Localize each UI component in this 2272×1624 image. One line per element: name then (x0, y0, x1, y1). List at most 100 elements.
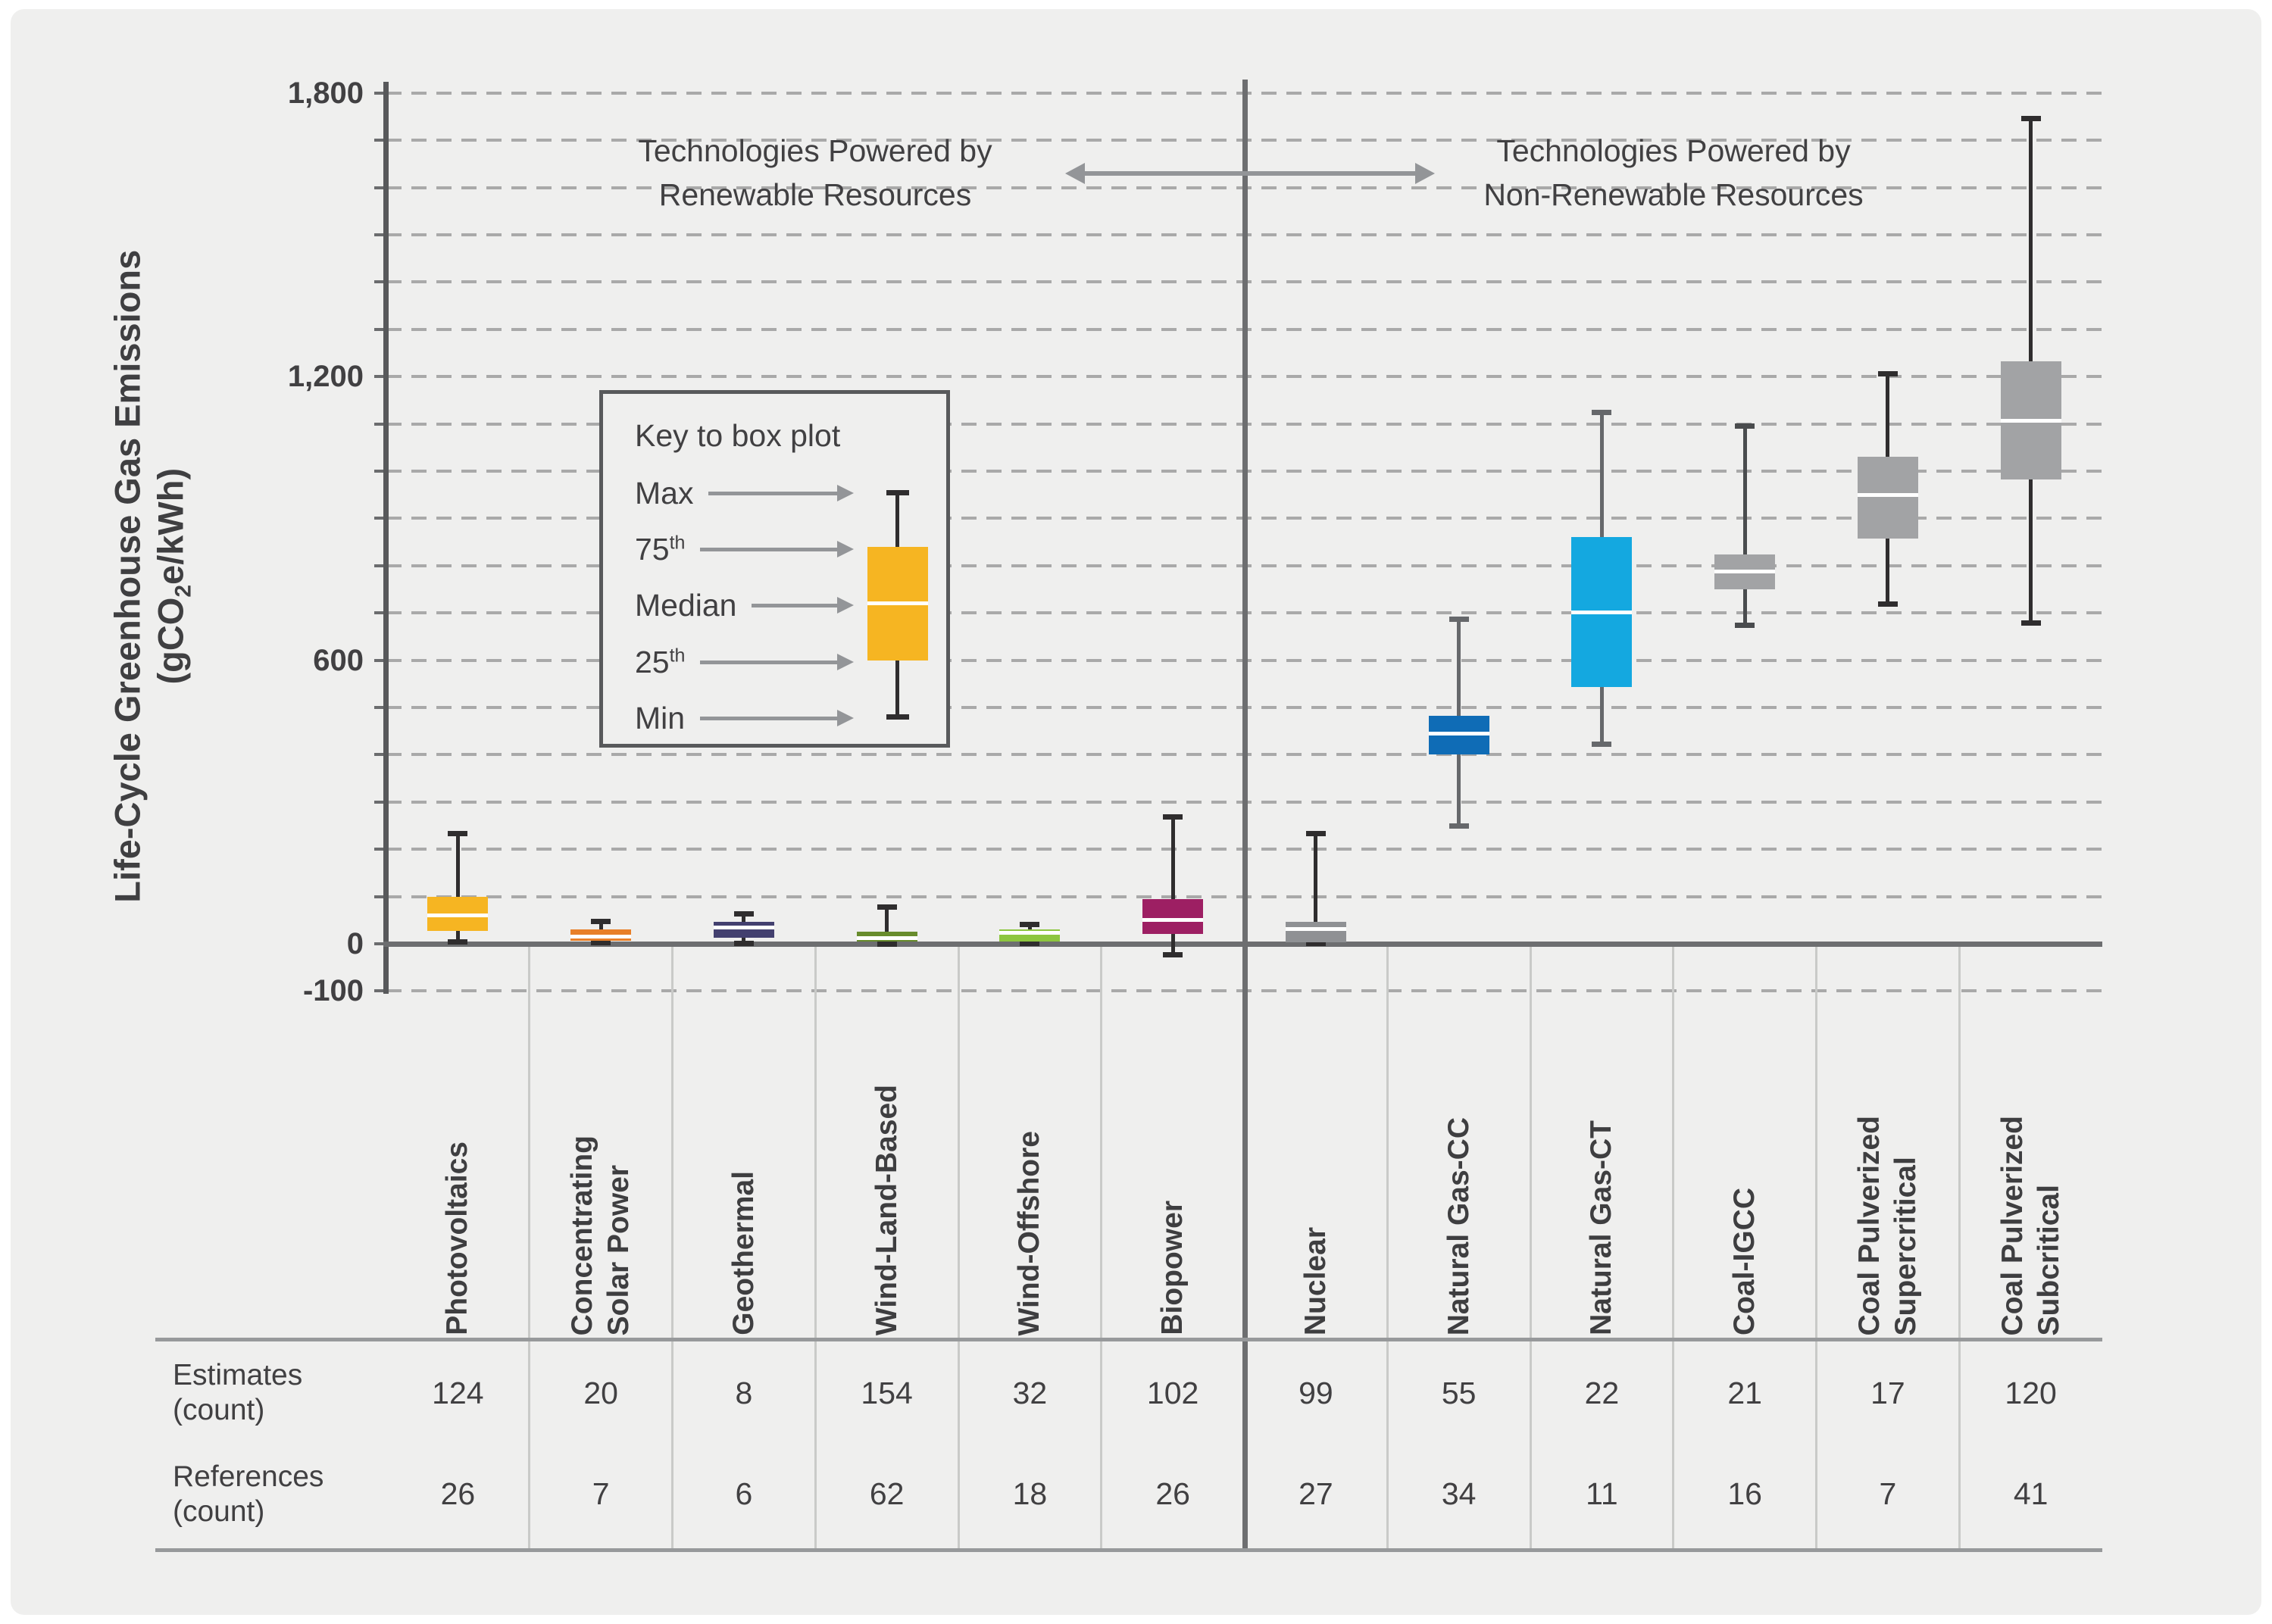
column-separator-3 (814, 947, 817, 1548)
legend-item-75: 75th (635, 530, 855, 568)
category-label-wrap-coal-pulverized-subcritical: Coal Pulverized Subcritical (1974, 996, 2088, 1335)
table-row-label-estimates: Estimates (count) (173, 1359, 303, 1426)
wind-offshore-min-cap (1020, 941, 1040, 947)
column-separator-1 (528, 947, 531, 1548)
photovoltaics-min-cap (448, 938, 468, 945)
table-references-coal-igcc: 16 (1727, 1476, 1762, 1511)
legend-arrowhead-2 (837, 596, 854, 614)
coal-igcc-whisker-line (1742, 426, 1747, 625)
y-tick-400 (374, 753, 386, 757)
legend-arrow-4 (700, 709, 854, 726)
coal-pulverized-supercritical-iqr-box (1857, 457, 1918, 539)
group-span-arrow-right-head (1415, 163, 1435, 184)
coal-pulverized-subcritical-min-cap (2020, 620, 2041, 626)
y-tick-1700 (374, 139, 386, 142)
group-span-arrow-left-head (1065, 163, 1085, 184)
legend-arrowhead-1 (837, 540, 854, 557)
y-tick-0 (374, 942, 386, 945)
category-label-wrap-wind-land-based: Wind-Land-Based (830, 996, 944, 1335)
category-label-wrap-natural-gas-ct: Natural Gas-CT (1545, 996, 1658, 1335)
legend-sample-median (867, 601, 928, 605)
group-span-arrow-line (1085, 171, 1417, 176)
table-estimates-wind-offshore: 32 (1012, 1375, 1048, 1410)
table-references-photovoltaics: 26 (440, 1476, 476, 1511)
table-references-wind-land-based: 62 (869, 1476, 905, 1511)
y-tick-1100 (374, 422, 386, 426)
column-separator-11 (1958, 947, 1961, 1548)
wind-land-based-max-cap (877, 904, 897, 910)
legend-arrowhead-3 (837, 653, 854, 670)
table-estimates-geothermal: 8 (735, 1375, 753, 1410)
table-estimates-natural-gas-ct: 22 (1584, 1375, 1620, 1410)
legend-item-label: 75th (635, 531, 686, 567)
y-axis-line (383, 82, 389, 994)
subscript-2: 2 (170, 584, 196, 598)
category-label-wrap-natural-gas-cc: Natural Gas-CC (1402, 996, 1516, 1335)
y-tick-1200 (374, 375, 386, 379)
annotation-renewable: Technologies Powered by Renewable Resour… (638, 133, 992, 212)
coal-igcc-median-line (1714, 569, 1776, 573)
category-label-wrap-photovoltaics: Photovoltaics (401, 996, 514, 1335)
table-references-biopower: 26 (1155, 1476, 1190, 1511)
category-label-geothermal: Geothermal (727, 1171, 760, 1335)
nuclear-whisker-line (1314, 834, 1318, 944)
y-axis-title-line1: Life-Cycle Greenhouse Gas Emissions (107, 249, 148, 903)
table-references-coal-pulverized-supercritical: 7 (1879, 1476, 1897, 1511)
y-tick-1400 (374, 280, 386, 284)
geothermal-min-cap (733, 940, 754, 946)
table-references-natural-gas-ct: 11 (1586, 1476, 1618, 1511)
legend-item-min: Min (635, 699, 855, 737)
column-separator-2 (671, 947, 673, 1548)
column-separator-5 (1100, 947, 1103, 1548)
table-references-wind-offshore: 18 (1012, 1476, 1048, 1511)
table-estimates-nuclear: 99 (1299, 1375, 1333, 1410)
category-label-concentrating-solar-power: Concentrating Solar Power (566, 1135, 636, 1335)
category-label-natural-gas-ct: Natural Gas-CT (1585, 1120, 1618, 1335)
table-estimates-coal-pulverized-supercritical: 17 (1870, 1375, 1905, 1410)
column-separator-7 (1386, 947, 1389, 1548)
table-estimates-biopower: 102 (1146, 1375, 1199, 1410)
geothermal-max-cap (733, 910, 754, 917)
legend-sample-min-cap (886, 714, 909, 720)
y-tick-1000 (374, 470, 386, 473)
table-top-border (155, 1338, 2102, 1341)
category-label-biopower: Biopower (1156, 1201, 1189, 1335)
biopower-max-cap (1163, 814, 1183, 820)
y-tick-900 (374, 517, 386, 520)
category-label-wrap-nuclear: Nuclear (1259, 996, 1373, 1335)
legend-item-label: Max (635, 475, 694, 511)
table-references-concentrating-solar-power: 7 (592, 1476, 610, 1511)
y-tick-1600 (374, 186, 386, 189)
concentrating-solar-power-max-cap (591, 919, 611, 925)
coal-pulverized-supercritical-max-cap (1877, 371, 1898, 377)
nuclear-median-line (1285, 926, 1346, 931)
category-label-wind-land-based: Wind-Land-Based (870, 1084, 903, 1335)
table-estimates-wind-land-based: 154 (861, 1375, 913, 1410)
geothermal-median-line (713, 926, 774, 930)
y-tick-label-0: 0 (346, 927, 364, 960)
photovoltaics-whisker-line (455, 834, 460, 942)
renewable-nonrenewable-divider (1242, 80, 1248, 1550)
category-label-wrap-wind-offshore: Wind-Offshore (973, 996, 1086, 1335)
wind-land-based-min-cap (877, 942, 897, 947)
wind-land-based-whisker-line (885, 907, 889, 944)
legend-arrowhead-0 (837, 484, 854, 501)
y-tick-label-600: 600 (313, 643, 364, 677)
legend-item-label: Min (635, 700, 686, 735)
concentrating-solar-power-median-line (570, 935, 632, 939)
category-label-coal-pulverized-supercritical: Coal Pulverized Supercritical (1852, 1115, 1922, 1335)
legend-arrow-1 (700, 540, 854, 557)
table-references-nuclear: 27 (1299, 1476, 1333, 1511)
legend-item-25: 25th (635, 643, 855, 681)
category-label-wrap-coal-igcc: Coal-IGCC (1688, 996, 1802, 1335)
photovoltaics-median-line (427, 914, 489, 918)
y-tick-600 (374, 658, 386, 662)
y-tick-label-1200: 1,200 (287, 360, 364, 394)
y-tick-200 (374, 848, 386, 851)
coal-pulverized-supercritical-median-line (1857, 493, 1918, 498)
nuclear-iqr-box (1285, 921, 1346, 942)
category-label-wrap-coal-pulverized-supercritical: Coal Pulverized Supercritical (1831, 996, 1945, 1335)
y-tick-label--100: -100 (302, 974, 364, 1008)
concentrating-solar-power-min-cap (591, 940, 611, 946)
